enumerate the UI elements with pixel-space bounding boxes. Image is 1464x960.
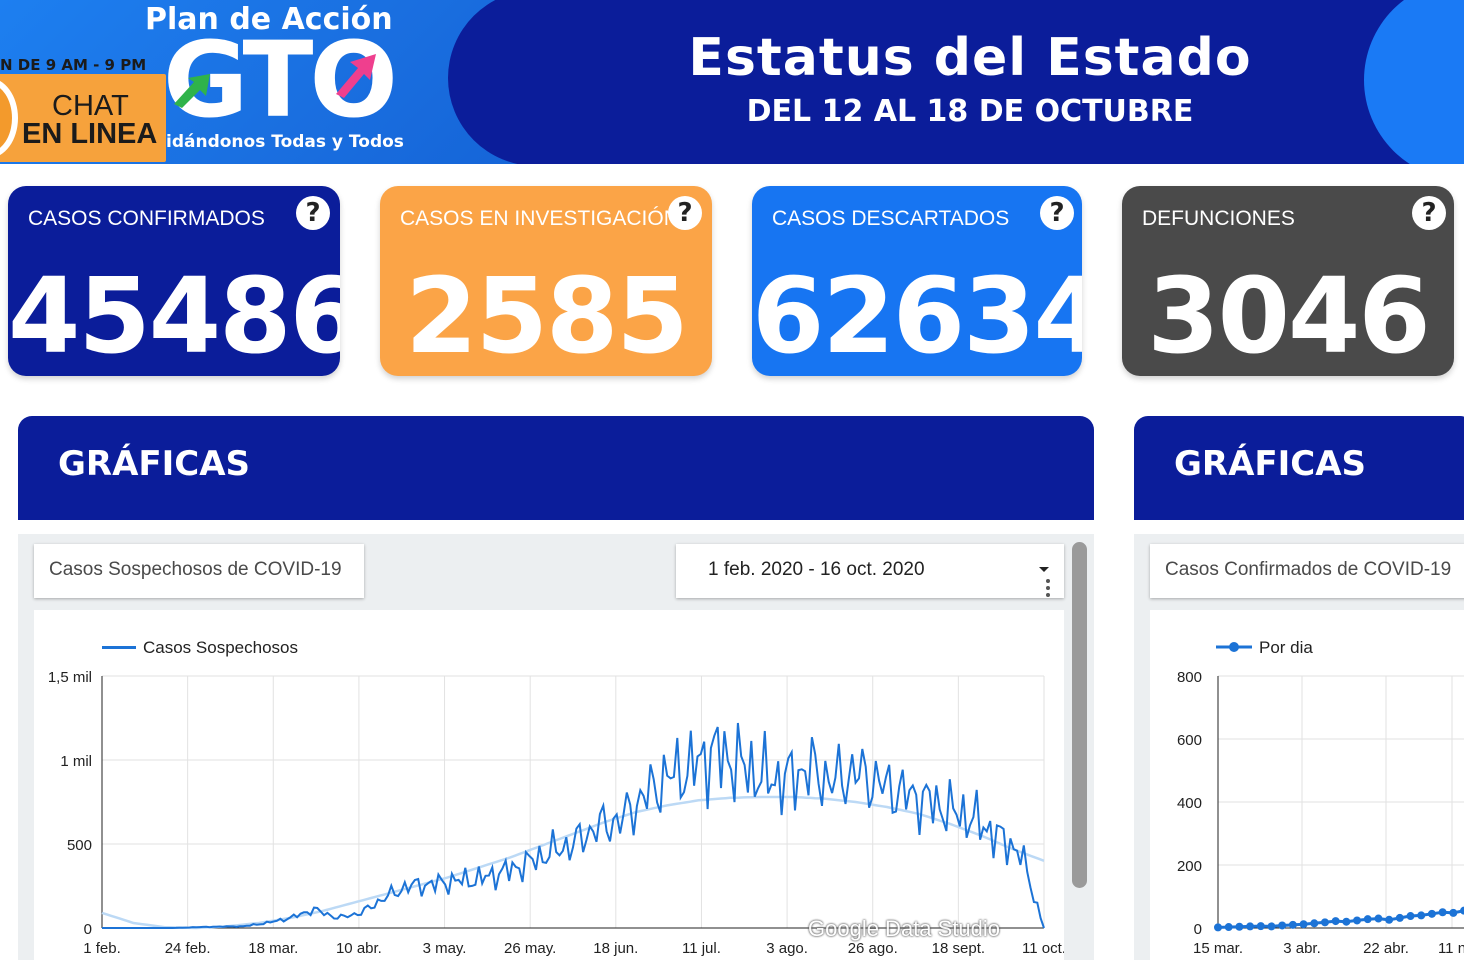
confirmed-cases-chart: 0 200 400 600 800 15 mar. 3 abr. 22 abr. 11 n — [1150, 610, 1464, 960]
x-tick-label: 18 sept. — [932, 940, 985, 957]
legend-swatch — [102, 646, 136, 649]
card-value: 45486 — [8, 255, 340, 376]
y-tick-label: 0 — [84, 921, 92, 938]
chart-title-chip-right: Casos Confirmados de COVID-19 — [1150, 544, 1464, 598]
section-header-graficas-right: GRÁFICAS — [1134, 416, 1464, 520]
section-header-graficas: GRÁFICAS — [18, 416, 1094, 520]
banner-title-panel — [448, 0, 1464, 164]
x-tick-label: 11 jul. — [682, 940, 721, 957]
help-icon[interactable]: ? — [1040, 196, 1074, 230]
help-icon[interactable]: ? — [668, 196, 702, 230]
card-casos-descartados: CASOS DESCARTADOS ? 62634 — [752, 186, 1082, 376]
x-tick-label: 11 n — [1438, 940, 1464, 957]
logo-plan-text: Plan de Acción — [145, 2, 393, 37]
y-tick-label: 0 — [1194, 921, 1202, 938]
series-line-casos-sospechosos — [102, 722, 1045, 929]
card-label: CASOS DESCARTADOS — [772, 207, 1010, 230]
card-casos-confirmados: CASOS CONFIRMADOS ? 45486 — [8, 186, 340, 376]
x-tick-label: 18 mar. — [248, 940, 298, 957]
y-tick-label: 1,5 mil — [48, 669, 92, 686]
chat-hours: N DE 9 AM - 9 PM — [0, 56, 147, 74]
x-tick-label: 24 feb. — [165, 940, 211, 957]
card-label: CASOS EN INVESTIGACIÓN — [400, 207, 679, 230]
section-title: GRÁFICAS — [1174, 444, 1367, 484]
x-tick-label: 11 oct. — [1022, 940, 1064, 957]
watermark: Google Data Studio — [808, 916, 1001, 941]
x-tick-label: 3 abr. — [1283, 940, 1321, 957]
help-icon[interactable]: ? — [296, 196, 330, 230]
chat-label-line2[interactable]: EN LINEA — [22, 118, 158, 150]
page-title: Estatus del Estado — [688, 28, 1252, 88]
date-range-value: 1 feb. 2020 - 16 oct. 2020 — [708, 559, 925, 580]
suspected-cases-chart: 0 500 1 mil 1,5 mil 1 feb. 24 feb. 18 mar. 10 a… — [34, 610, 1066, 960]
chart-title-chip: Casos Sospechosos de COVID-19 — [34, 544, 364, 598]
x-tick-label: 3 may. — [423, 940, 467, 957]
y-tick-label: 400 — [1177, 795, 1202, 812]
pink-arrow-icon — [336, 54, 376, 98]
x-tick-label: 3 ago. — [766, 940, 808, 957]
y-tick-label: 800 — [1177, 669, 1202, 686]
help-icon[interactable]: ? — [1412, 196, 1446, 230]
card-label: DEFUNCIONES — [1142, 207, 1295, 230]
header-banner: Plan de Acción GTO idándonos Todas y Tod… — [0, 0, 1464, 164]
chevron-down-icon[interactable] — [1038, 566, 1050, 574]
x-tick-label: 10 abr. — [336, 940, 382, 957]
x-tick-label: 26 may. — [504, 940, 556, 957]
more-options-icon[interactable] — [1044, 578, 1052, 598]
legend-label-right: Por dia — [1259, 638, 1313, 657]
legend-swatch-right — [1216, 642, 1252, 652]
green-arrow-icon — [174, 74, 210, 108]
suspected-cases-chart-svg: 0 500 1 mil 1,5 mil 1 feb. 24 feb. 18 mar. 10 a… — [48, 669, 1066, 957]
legend-label: Casos Sospechosos — [143, 638, 298, 657]
section-title: GRÁFICAS — [58, 444, 251, 484]
banner-decoration — [1364, 0, 1464, 164]
card-value: 3046 — [1147, 255, 1430, 376]
confirmed-cases-chart-svg: 0 200 400 600 800 15 mar. 3 abr. 22 abr. 11 n — [1177, 669, 1464, 957]
x-tick-label: 1 feb. — [83, 940, 121, 957]
series-line-por-dia — [1217, 909, 1464, 929]
panel-scrollbar[interactable] — [1072, 542, 1087, 888]
card-label: CASOS CONFIRMADOS — [28, 207, 265, 230]
y-tick-label: 200 — [1177, 858, 1202, 875]
card-defunciones: DEFUNCIONES ? 3046 — [1122, 186, 1454, 376]
y-tick-label: 600 — [1177, 732, 1202, 749]
card-value: 62634 — [752, 255, 1082, 376]
logo-tagline: idándonos Todas y Todos — [166, 132, 404, 152]
chat-label-line1[interactable]: CHAT — [52, 90, 129, 122]
x-tick-label: 22 abr. — [1363, 940, 1409, 957]
chat-button[interactable] — [0, 74, 166, 162]
x-tick-label: 15 mar. — [1193, 940, 1243, 957]
trend-line — [101, 795, 1045, 930]
y-tick-label: 1 mil — [60, 753, 92, 770]
page-subtitle: DEL 12 AL 18 DE OCTUBRE — [746, 94, 1194, 129]
y-tick-label: 500 — [67, 837, 92, 854]
x-tick-label: 26 ago. — [848, 940, 898, 957]
date-range-selector[interactable]: 1 feb. 2020 - 16 oct. 2020 — [676, 544, 1064, 598]
card-value: 2585 — [405, 255, 688, 376]
x-tick-label: 18 jun. — [593, 940, 638, 957]
card-casos-en-investigacion: CASOS EN INVESTIGACIÓN ? 2585 — [380, 186, 712, 376]
